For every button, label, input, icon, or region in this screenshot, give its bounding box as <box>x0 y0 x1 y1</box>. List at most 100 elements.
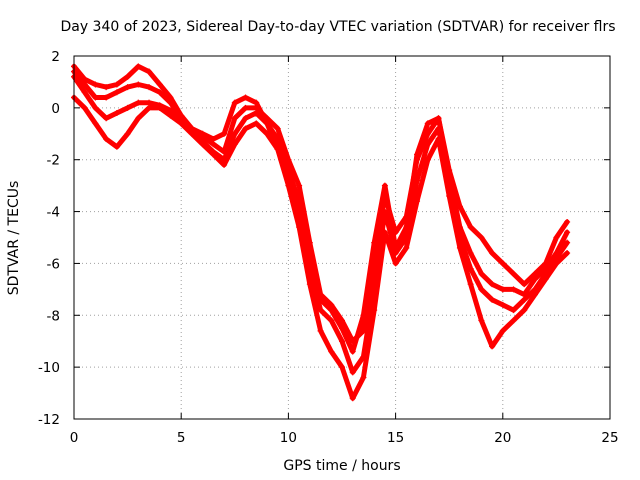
data-point <box>564 218 571 225</box>
data-point <box>146 104 153 111</box>
data-point <box>489 250 496 257</box>
data-point <box>242 125 249 132</box>
data-point <box>446 193 453 200</box>
y-axis-ticks: -12 -10 -8 -6 -4 -2 0 2 <box>38 49 610 428</box>
data-point <box>274 146 281 153</box>
data-point <box>113 89 120 96</box>
data-point <box>510 286 517 293</box>
data-point <box>499 327 506 334</box>
x-tick-label: 0 <box>70 430 79 446</box>
data-point <box>521 307 528 314</box>
data-point <box>424 120 431 127</box>
data-point <box>146 99 153 106</box>
data-point <box>81 89 88 96</box>
data-point <box>103 115 110 122</box>
data-point <box>414 156 421 163</box>
y-tick-label: 2 <box>51 49 60 65</box>
data-point <box>392 260 399 267</box>
data-point <box>392 229 399 236</box>
data-point <box>156 104 163 111</box>
data-point <box>103 84 110 91</box>
data-point <box>156 89 163 96</box>
data-point <box>92 104 99 111</box>
data-point <box>328 317 335 324</box>
data-point <box>135 63 142 70</box>
data-point <box>124 104 131 111</box>
data-point <box>521 296 528 303</box>
data-point <box>489 296 496 303</box>
data-point <box>92 94 99 101</box>
data-point <box>381 193 388 200</box>
data-point <box>564 250 571 257</box>
y-tick-label: -4 <box>47 205 60 221</box>
y-tick-label: -6 <box>47 256 60 272</box>
data-point <box>81 104 88 111</box>
data-point <box>478 286 485 293</box>
data-point <box>231 115 238 122</box>
data-point <box>456 244 463 251</box>
data-point <box>489 343 496 350</box>
data-point <box>210 141 217 148</box>
data-point <box>478 317 485 324</box>
data-point <box>499 301 506 308</box>
data-point <box>478 270 485 277</box>
data-series <box>71 63 571 402</box>
data-point <box>317 327 324 334</box>
data-point <box>435 125 442 132</box>
data-point <box>510 270 517 277</box>
data-point <box>113 81 120 88</box>
data-point <box>349 338 356 345</box>
y-tick-label: -2 <box>47 153 60 169</box>
data-point <box>135 115 142 122</box>
data-point <box>564 239 571 246</box>
data-point <box>242 104 249 111</box>
data-point <box>467 265 474 272</box>
data-point <box>146 68 153 75</box>
data-point <box>188 130 195 137</box>
data-point <box>306 281 313 288</box>
data-point <box>424 130 431 137</box>
data-point <box>381 229 388 236</box>
data-point <box>414 198 421 205</box>
data-point <box>113 110 120 117</box>
data-point <box>253 99 260 106</box>
data-point <box>478 234 485 241</box>
data-point <box>92 81 99 88</box>
data-point <box>467 250 474 257</box>
data-point <box>263 130 270 137</box>
data-point <box>435 135 442 142</box>
data-point <box>328 348 335 355</box>
data-point <box>263 120 270 127</box>
data-point <box>510 307 517 314</box>
data-point <box>156 81 163 88</box>
data-point <box>167 99 174 106</box>
chart-title: Day 340 of 2023, Sidereal Day-to-day VTE… <box>60 19 615 35</box>
plot-frame <box>73 55 611 420</box>
data-point <box>328 301 335 308</box>
data-point <box>167 107 174 114</box>
data-point <box>167 112 174 119</box>
data-point <box>253 110 260 117</box>
data-point <box>339 317 345 324</box>
data-point <box>317 307 324 314</box>
data-point <box>113 143 120 150</box>
data-point <box>349 348 356 355</box>
x-axis-label: GPS time / hours <box>283 458 400 474</box>
y-tick-label: -10 <box>38 360 60 376</box>
y-tick-label: -8 <box>47 308 60 324</box>
data-point <box>424 156 431 163</box>
y-tick-label: 0 <box>51 101 60 117</box>
data-point <box>414 177 421 184</box>
data-point <box>124 84 131 91</box>
data-point <box>296 224 303 231</box>
data-point <box>521 281 528 288</box>
data-point <box>231 99 238 106</box>
data-point <box>124 130 131 137</box>
data-point <box>253 120 260 127</box>
x-tick-label: 25 <box>601 430 618 446</box>
data-point <box>210 135 217 142</box>
data-point <box>221 161 228 168</box>
data-point <box>499 260 506 267</box>
